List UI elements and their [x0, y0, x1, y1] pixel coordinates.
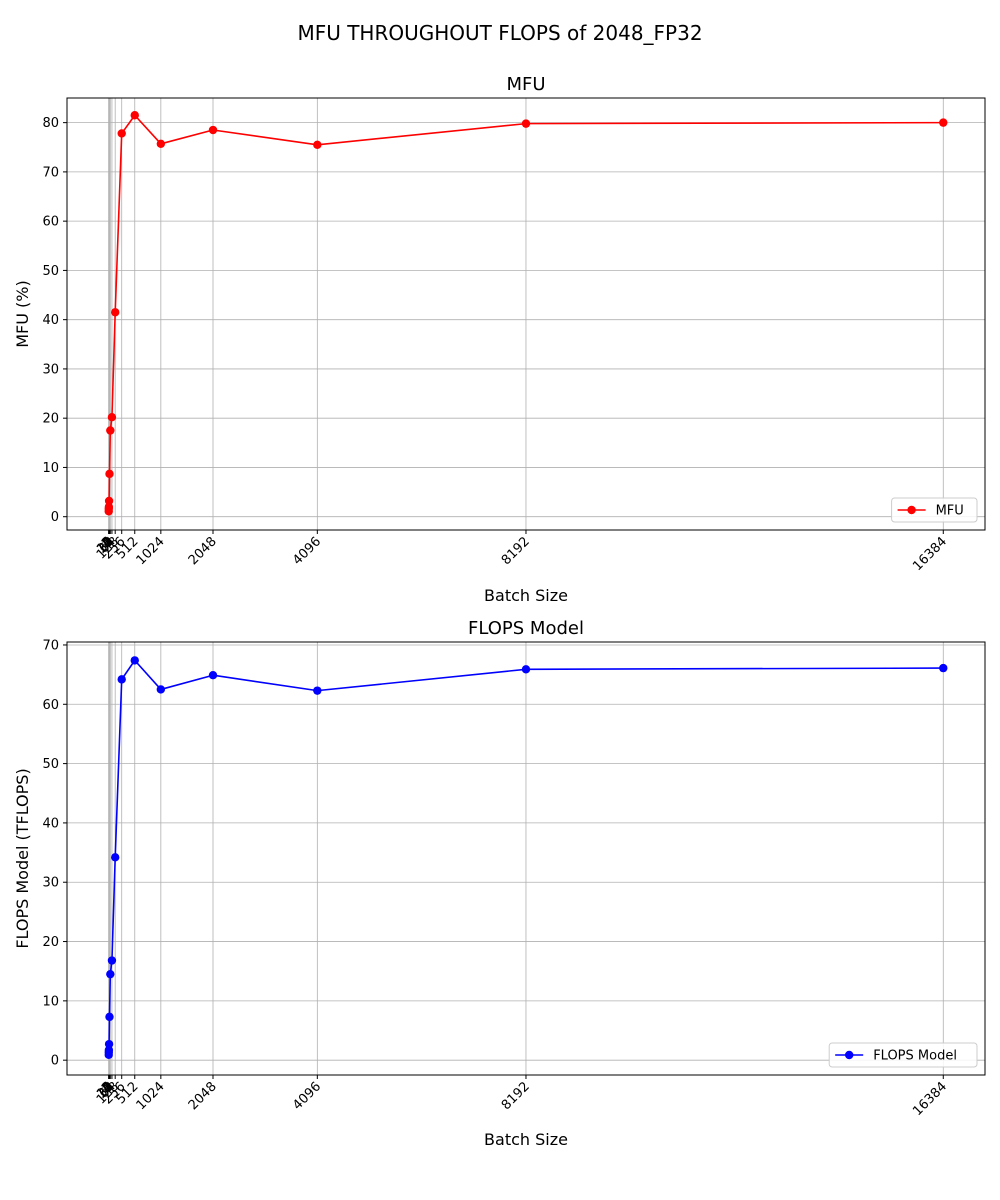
mfu-y-tick-label: 30: [42, 362, 59, 377]
flops-model-data-point: [110, 853, 120, 862]
mfu-legend-label: MFU: [936, 504, 964, 519]
mfu-y-tick-label: 20: [42, 412, 59, 427]
flops-model-legend-label: FLOPS Model: [873, 1049, 957, 1064]
flops-model-y-tick-label: 10: [42, 994, 59, 1009]
flops-model-data-point: [106, 969, 115, 979]
mfu-x-axis-label: Batch Size: [484, 586, 568, 605]
flops-model-y-tick-label: 20: [42, 935, 59, 950]
mfu-data-point: [106, 426, 115, 435]
mfu-data-point: [104, 502, 114, 512]
mfu-y-tick-label: 10: [42, 461, 59, 476]
mfu-data-point: [208, 125, 218, 135]
mfu-x-tick-label: 2048: [186, 534, 220, 568]
flops-model-x-tick-label: 4096: [290, 1079, 324, 1113]
flops-model-legend-box: [828, 1042, 978, 1068]
flops-model-y-tick-label: 50: [42, 757, 59, 772]
mfu-y-tick-label: 60: [42, 215, 59, 230]
flops-model-data-point: [117, 675, 126, 684]
mfu-x-tick-label: 8192: [499, 534, 533, 568]
flops-model-data-point: [521, 665, 531, 674]
flops-model-data-point: [313, 686, 322, 695]
mfu-legend: MFU: [891, 497, 978, 523]
flops-model-legend-marker: [845, 1050, 854, 1060]
flops-model-x-tick-label: 2048: [186, 1079, 220, 1113]
flops-model-data-point: [104, 1045, 114, 1055]
flops-model-legend: FLOPS Model: [828, 1042, 978, 1068]
flops-model-data-point: [939, 663, 948, 673]
figure-suptitle: MFU THROUGHOUT FLOPS of 2048_FP32: [297, 21, 702, 45]
flops-model-y-tick-label: 40: [42, 816, 59, 831]
mfu-data-point: [130, 111, 139, 120]
flops-model-data-point: [208, 671, 218, 680]
mfu-data-point: [156, 139, 166, 149]
flops-model-y-tick-label: 0: [51, 1054, 59, 1069]
flops-model-data-point: [105, 1012, 114, 1022]
mfu-data-point: [110, 308, 120, 317]
mfu-y-tick-label: 40: [42, 313, 59, 328]
mfu-y-axis-label: MFU (%): [13, 280, 32, 348]
mfu-data-point: [313, 140, 322, 149]
mfu-data-point: [107, 412, 117, 422]
flops-model-x-tick-label: 16384: [910, 1079, 950, 1119]
mfu-data-point: [105, 469, 114, 479]
mfu-y-tick-label: 80: [42, 116, 59, 131]
mfu-y-tick-label: 0: [51, 510, 59, 525]
flops-model-x-tick-label: 1024: [134, 1079, 168, 1113]
flops-model-data-point: [107, 956, 117, 965]
flops-model-y-tick-label: 70: [42, 638, 59, 653]
mfu-data-point: [521, 119, 531, 128]
flops-model-x-tick-label: 8192: [499, 1079, 533, 1113]
mfu-legend-marker: [907, 505, 916, 515]
mfu-chart-title: MFU: [506, 74, 545, 95]
flops-model-chart-title: FLOPS Model: [468, 618, 584, 639]
mfu-chart: 0102030405060708012481632641282565121024…: [13, 74, 986, 605]
mfu-y-tick-label: 70: [42, 165, 59, 180]
flops-model-data-point: [156, 685, 166, 694]
mfu-x-tick-label: 4096: [290, 534, 324, 568]
mfu-x-tick-label: 1024: [134, 534, 168, 568]
flops-model-data-point: [130, 656, 139, 665]
flops-model-x-axis-label: Batch Size: [484, 1130, 568, 1149]
mfu-x-tick-label: 16384: [910, 534, 950, 574]
flops-model-y-tick-label: 30: [42, 876, 59, 891]
flops-model-y-axis-label: FLOPS Model (TFLOPS): [13, 768, 32, 948]
flops-model-data-point: [104, 1039, 114, 1049]
mfu-data-point: [939, 118, 948, 127]
mfu-y-tick-label: 50: [42, 264, 59, 279]
mfu-data-point: [104, 496, 114, 506]
mfu-legend-box: [891, 497, 978, 523]
flops-model-y-tick-label: 60: [42, 698, 59, 713]
mfu-data-point: [117, 129, 126, 138]
